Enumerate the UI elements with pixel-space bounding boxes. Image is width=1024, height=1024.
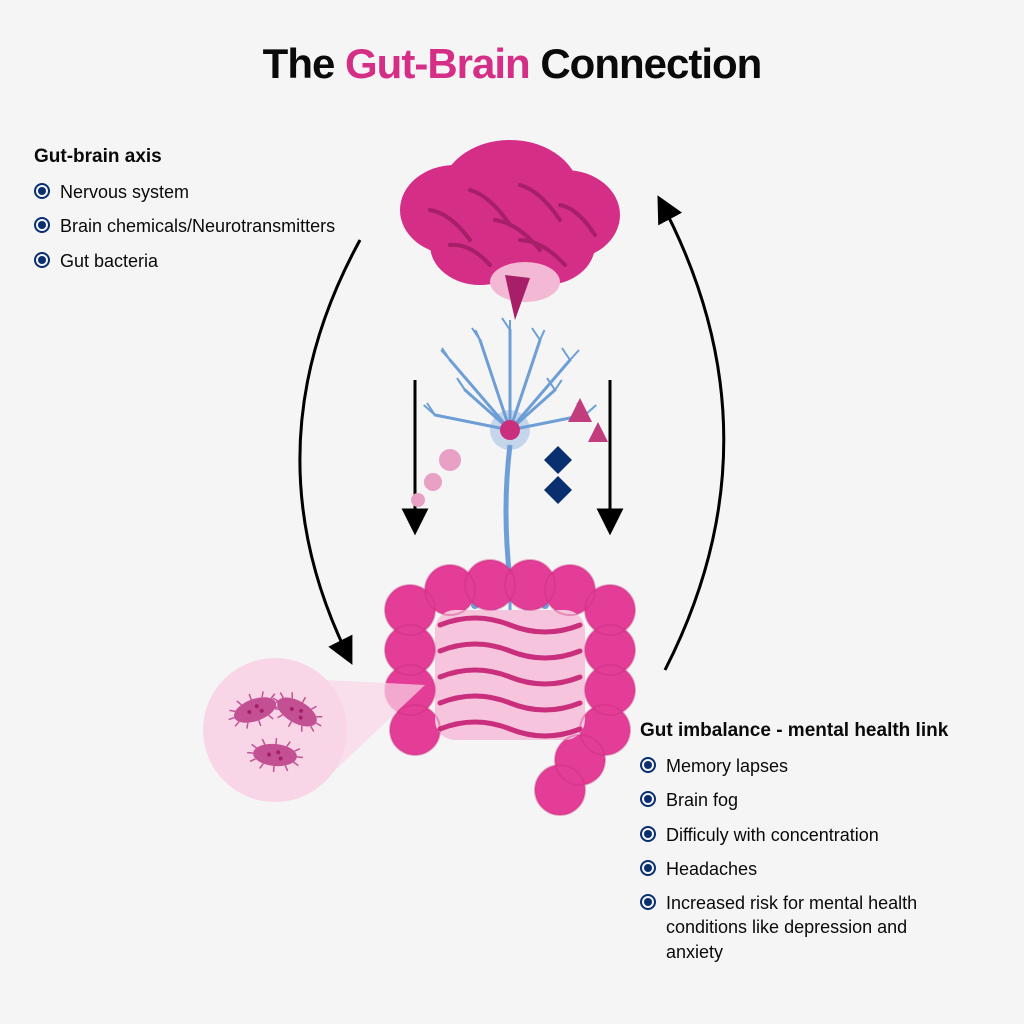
title-word-3: Connection xyxy=(540,40,761,87)
page-title: The Gut-Brain Connection xyxy=(0,40,1024,88)
infographic-canvas: The Gut-Brain Connection Gut-brain axis … xyxy=(0,0,1024,1024)
bullet-icon xyxy=(34,183,50,199)
title-word-2: Gut-Brain xyxy=(345,40,530,87)
gut-brain-diagram xyxy=(160,110,860,910)
bullet-icon xyxy=(34,252,50,268)
bullet-icon xyxy=(34,217,50,233)
title-word-1: The xyxy=(263,40,335,87)
